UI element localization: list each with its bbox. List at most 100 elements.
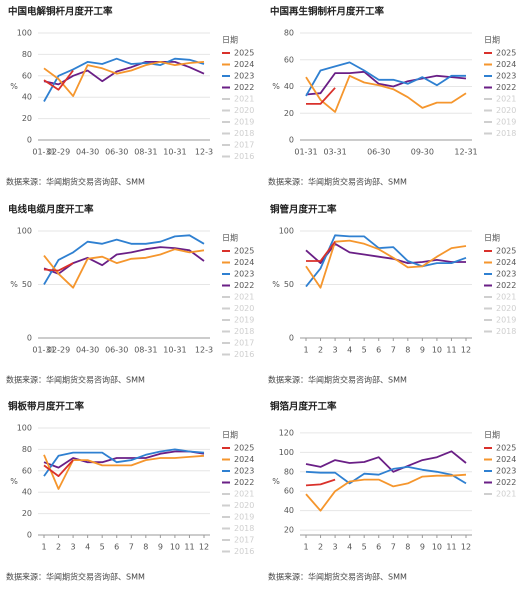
legend-label: 2018 <box>234 327 254 336</box>
x-tick-label: 1 <box>41 543 46 552</box>
x-tick-label: 6 <box>376 543 381 552</box>
legend-label: 2022 <box>496 83 516 92</box>
x-tick-label: 2 <box>56 543 61 552</box>
y-tick-label: 0 <box>27 334 32 343</box>
y-tick-label: 40 <box>22 93 32 102</box>
x-tick-label: 12 <box>199 543 209 552</box>
x-tick-label: 11 <box>446 346 456 355</box>
legend-label: 2020 <box>496 106 516 115</box>
y-tick-label: 60 <box>284 55 294 64</box>
x-tick-label: 11 <box>184 543 194 552</box>
x-tick-label: 7 <box>129 543 134 552</box>
legend-label: 2021 <box>234 95 254 104</box>
y-axis-label: % <box>272 477 280 486</box>
y-tick-label: 0 <box>27 531 32 540</box>
y-tick-label: 20 <box>284 109 294 118</box>
x-tick-label: 10-31 <box>163 346 186 355</box>
y-tick-label: 0 <box>289 334 294 343</box>
y-axis-label: % <box>10 280 18 289</box>
chart-title: 铜箔月度开工率 <box>270 401 337 413</box>
legend-title: 日期 <box>484 431 500 440</box>
y-axis-label: % <box>272 280 280 289</box>
series-line <box>305 466 467 485</box>
legend-label: 2025 <box>496 444 516 453</box>
x-tick-label: 4 <box>85 543 90 552</box>
series-line <box>43 262 74 272</box>
series-line <box>43 69 74 91</box>
legend-label: 2016 <box>234 152 254 161</box>
x-tick-label: 08-31 <box>134 148 157 157</box>
y-tick-label: 60 <box>22 466 32 475</box>
series-line <box>305 61 466 97</box>
y-tick-label: 20 <box>22 509 32 518</box>
x-tick-label: 03-31 <box>323 148 346 157</box>
legend-label: 2023 <box>496 72 516 81</box>
x-tick-label: 8 <box>143 543 148 552</box>
legend-label: 2017 <box>234 536 254 545</box>
y-tick-label: 100 <box>17 424 32 433</box>
y-tick-label: 100 <box>279 448 294 457</box>
x-tick-label: 01-31 <box>32 148 55 157</box>
legend-label: 2022 <box>234 478 254 487</box>
legend-label: 2020 <box>234 304 254 313</box>
y-tick-label: 20 <box>22 114 32 123</box>
x-tick-label: 2 <box>318 346 323 355</box>
series-line <box>43 448 205 477</box>
x-tick-label: 10 <box>170 543 180 552</box>
chart-title: 中国电解铜杆月度开工率 <box>8 6 113 18</box>
legend-label: 2020 <box>234 106 254 115</box>
chart-title: 电线电缆月度开工率 <box>8 204 94 216</box>
legend-label: 2019 <box>496 118 516 127</box>
x-tick-label: 6 <box>376 346 381 355</box>
x-tick-label: 5 <box>362 543 367 552</box>
legend-label: 2025 <box>234 247 254 256</box>
series-line <box>43 459 74 477</box>
x-tick-label: 5 <box>100 543 105 552</box>
x-tick-label: 10-31 <box>163 148 186 157</box>
x-tick-label: 08-31 <box>134 346 157 355</box>
series-line <box>306 241 336 262</box>
legend-label: 2017 <box>234 141 254 150</box>
y-tick-label: 100 <box>17 227 32 236</box>
series-line <box>306 87 336 105</box>
x-tick-label: 04-30 <box>76 346 99 355</box>
y-tick-label: 0 <box>289 136 294 145</box>
legend-label: 2018 <box>496 327 516 336</box>
x-tick-label: 12-3 <box>195 346 213 355</box>
series-line <box>305 70 467 96</box>
legend-title: 日期 <box>484 234 500 243</box>
x-tick-label: 3 <box>71 543 76 552</box>
legend-label: 2023 <box>234 270 254 279</box>
series-line <box>43 454 205 490</box>
legend-label: 2019 <box>496 316 516 325</box>
x-tick-label: 02-29 <box>47 346 70 355</box>
series-line <box>305 74 467 113</box>
legend-label: 2022 <box>496 478 516 487</box>
x-tick-label: 01-31 <box>32 346 55 355</box>
y-tick-label: 60 <box>284 487 294 496</box>
source-note: 数据来源：华闻期货交易咨询部、SMM <box>6 177 145 187</box>
y-tick-label: 100 <box>17 29 32 38</box>
legend-label: 2021 <box>496 95 516 104</box>
legend-label: 2024 <box>234 60 254 69</box>
legend-label: 2018 <box>234 524 254 533</box>
y-tick-label: 50 <box>22 280 32 289</box>
legend-label: 2023 <box>234 72 254 81</box>
x-tick-label: 6 <box>114 543 119 552</box>
x-tick-label: 7 <box>391 543 396 552</box>
x-tick-label: 3 <box>333 346 338 355</box>
legend-label: 2025 <box>234 49 254 58</box>
series-line <box>43 57 205 102</box>
x-tick-label: 10 <box>432 346 442 355</box>
legend-label: 2025 <box>496 247 516 256</box>
x-tick-label: 1 <box>303 543 308 552</box>
legend-label: 2024 <box>496 258 516 267</box>
legend-label: 2024 <box>496 60 516 69</box>
y-axis-label: % <box>272 82 280 91</box>
y-tick-label: 50 <box>284 280 294 289</box>
legend-title: 日期 <box>484 36 500 45</box>
series-line <box>305 239 467 289</box>
legend-label: 2021 <box>234 293 254 302</box>
series-line <box>43 234 205 285</box>
